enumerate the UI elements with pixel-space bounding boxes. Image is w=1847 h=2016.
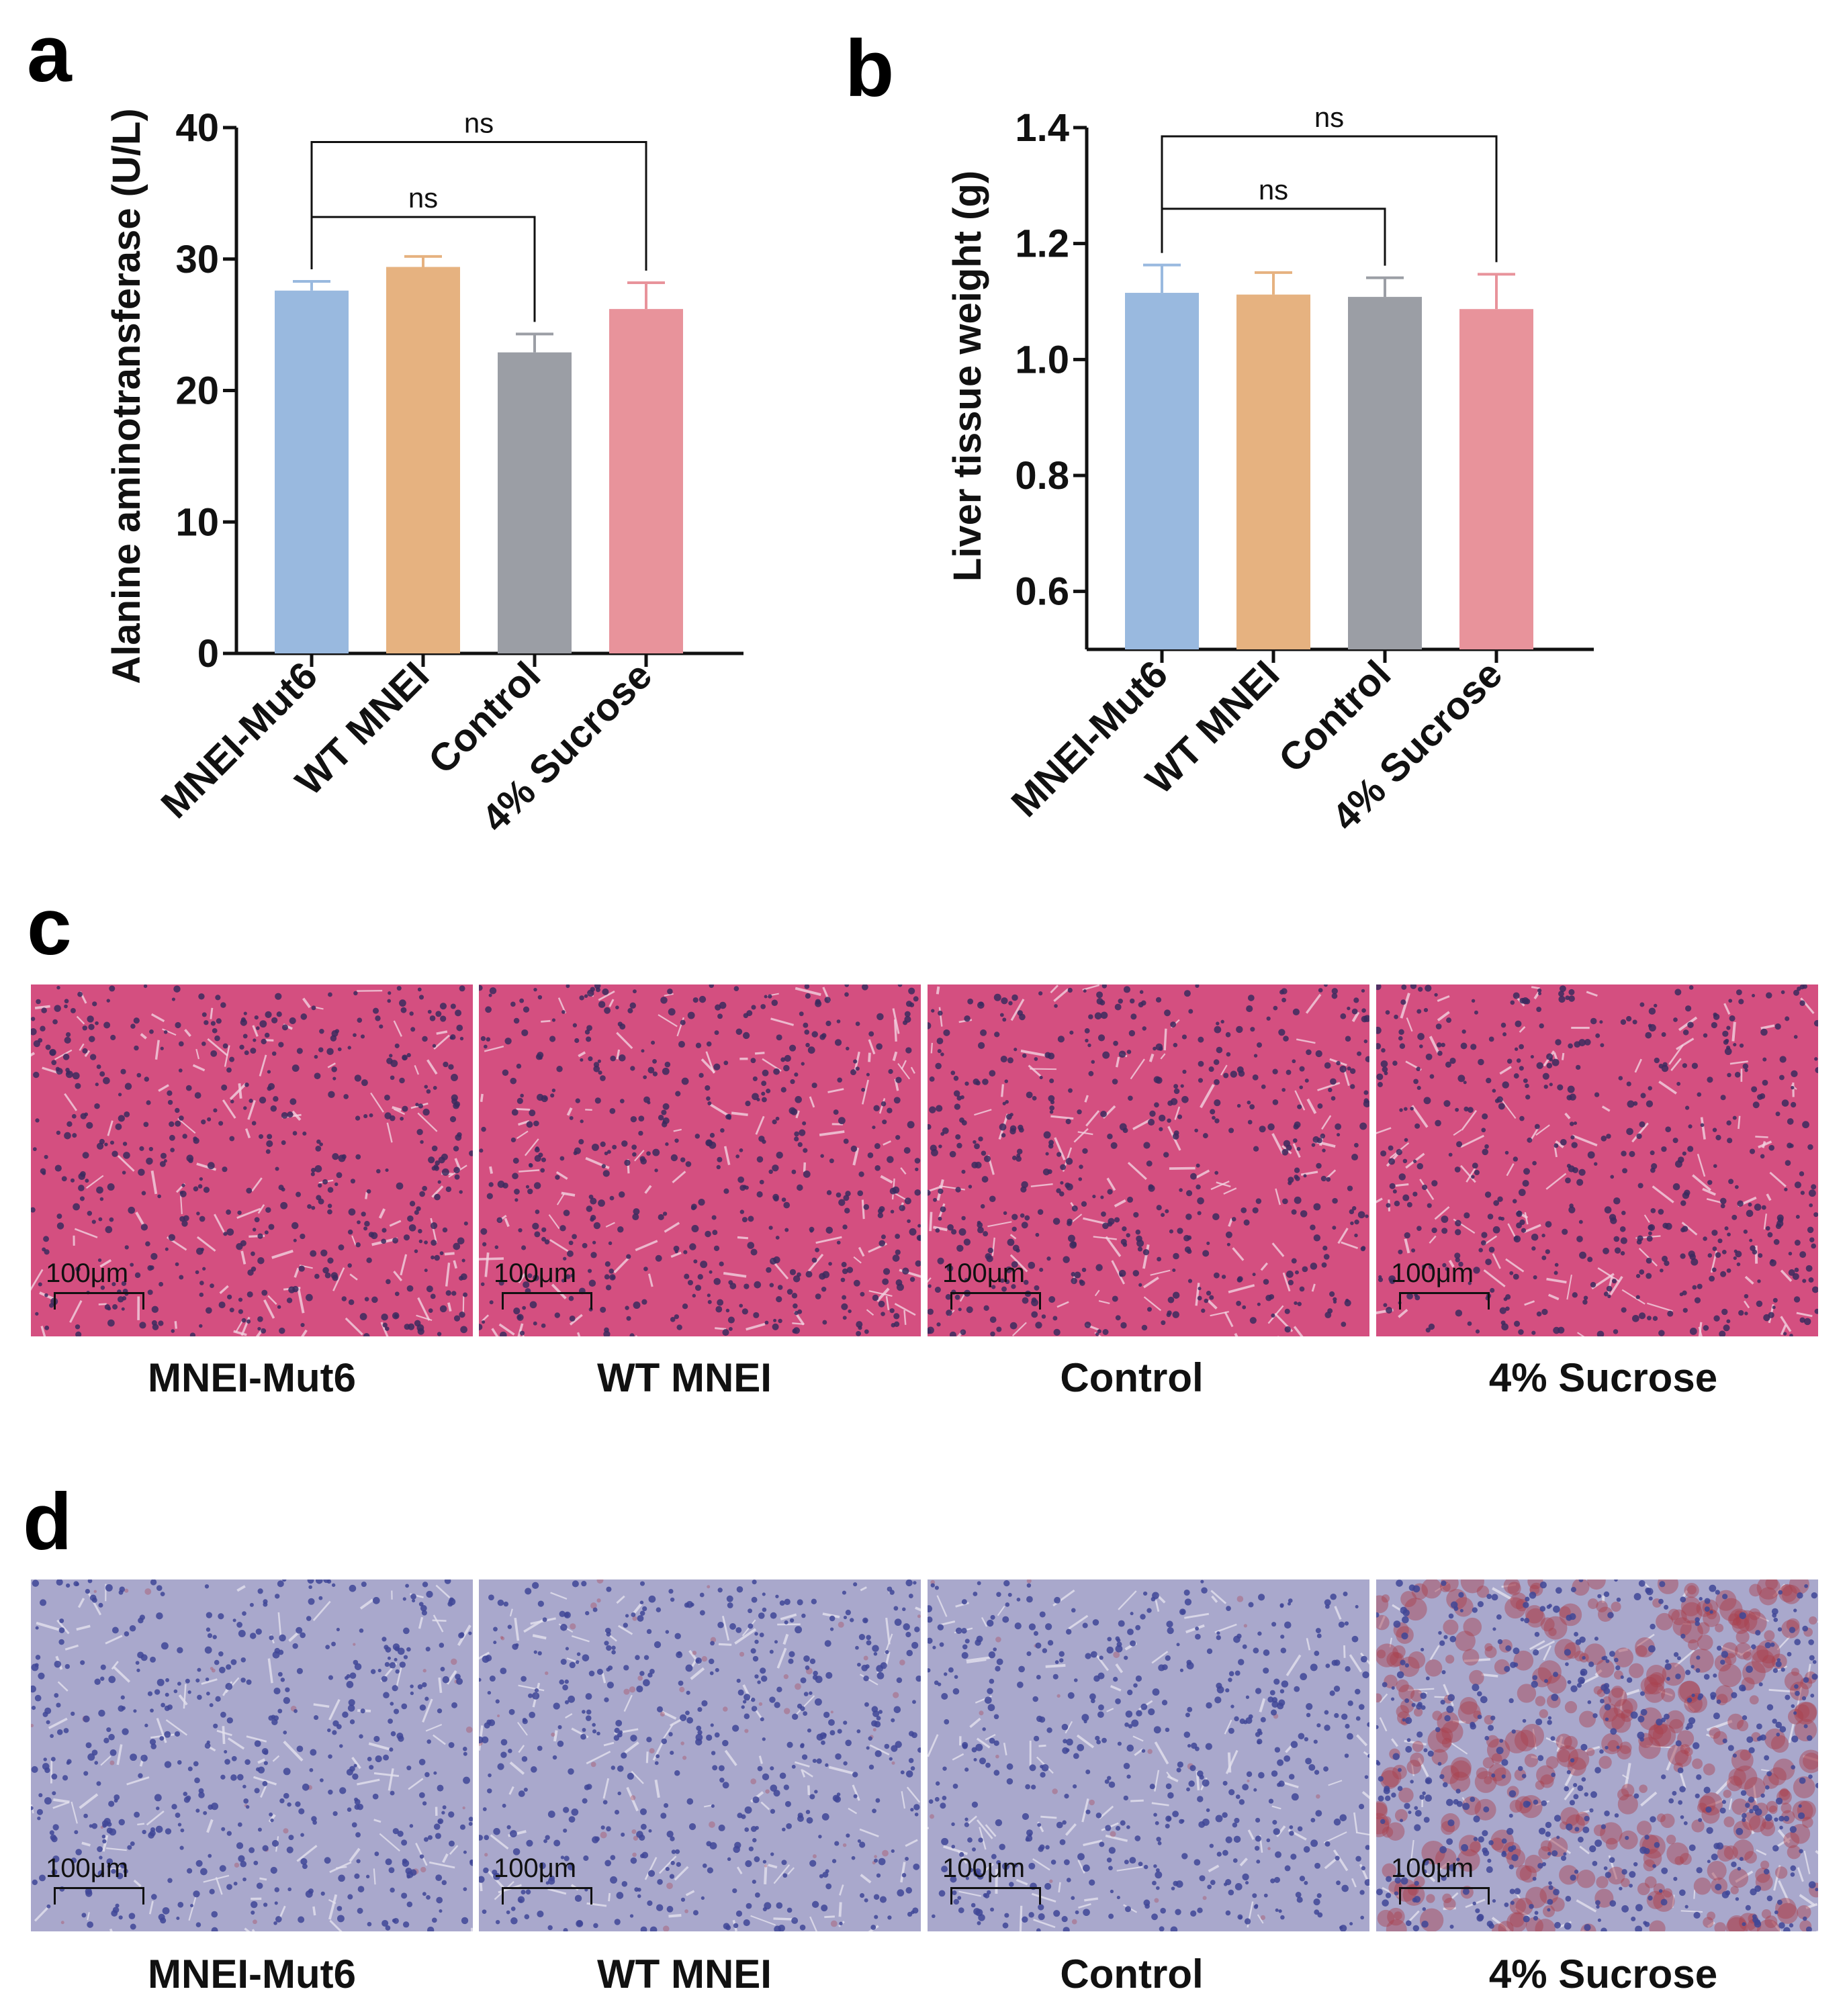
y-tick-label: 0 bbox=[197, 632, 219, 676]
scale-bar bbox=[54, 1887, 144, 1889]
significance-label-1: ns bbox=[1314, 101, 1344, 133]
scale-bar-tick bbox=[1488, 1887, 1490, 1905]
y-tick-label: 10 bbox=[175, 500, 219, 544]
panel-letter-a: a bbox=[27, 9, 72, 99]
scale-bar-tick bbox=[502, 1292, 504, 1310]
scale-bar-label: 100μm bbox=[46, 1258, 129, 1288]
scale-bar-tick bbox=[54, 1292, 56, 1310]
y-tick-label: 0.8 bbox=[1015, 454, 1069, 498]
oro-caption-2: WT MNEI bbox=[597, 1952, 772, 1997]
scale-bar-tick bbox=[1488, 1292, 1490, 1310]
y-tick-label: 40 bbox=[175, 106, 219, 150]
significance-bracket-1 bbox=[1161, 135, 1498, 263]
oro-tissue-image bbox=[31, 1579, 473, 1931]
scale-bar-label: 100μm bbox=[1391, 1258, 1474, 1288]
y-tick-label: 0.6 bbox=[1015, 570, 1069, 614]
bar-4 bbox=[609, 309, 683, 653]
y-tick-label: 20 bbox=[175, 369, 219, 413]
scale-bar-tick bbox=[1399, 1887, 1401, 1905]
oro-caption-1: MNEI-Mut6 bbox=[148, 1952, 356, 1997]
oro-caption-3: Control bbox=[1060, 1952, 1204, 1997]
panel-letter-c: c bbox=[27, 882, 72, 972]
bar-4 bbox=[1459, 309, 1533, 649]
scale-bar-tick bbox=[1399, 1292, 1401, 1310]
scale-bar-tick bbox=[142, 1292, 144, 1310]
chart-a: 0 10 20 30 40 Alanine aminotransferase (U/L)M… bbox=[105, 106, 744, 841]
oro-micrograph-1: 100μm bbox=[31, 1579, 473, 1931]
he-caption-2: WT MNEI bbox=[597, 1355, 772, 1400]
scale-bar-tick bbox=[950, 1292, 952, 1310]
bar-1 bbox=[1125, 293, 1199, 649]
scale-bar-tick bbox=[1039, 1292, 1041, 1310]
significance-label-1: ns bbox=[464, 107, 494, 139]
he-micrograph-2: 100μm bbox=[479, 984, 921, 1336]
he-tissue-image bbox=[479, 984, 921, 1336]
significance-bracket-2 bbox=[310, 216, 536, 322]
scale-bar bbox=[950, 1292, 1040, 1294]
bar-2 bbox=[1236, 294, 1310, 649]
he-tissue-image bbox=[928, 984, 1369, 1336]
scale-bar-label: 100μm bbox=[942, 1853, 1026, 1883]
panel-letter-b: b bbox=[845, 24, 895, 113]
scale-bar bbox=[1399, 1292, 1489, 1294]
significance-label-2: ns bbox=[408, 182, 438, 214]
y-tick-label: 1.4 bbox=[1015, 106, 1069, 150]
category-label-1: MNEI-Mut6 bbox=[152, 653, 326, 827]
scale-bar bbox=[1399, 1887, 1489, 1889]
scale-bar-tick bbox=[54, 1887, 56, 1905]
y-tick-label: 1.0 bbox=[1015, 338, 1069, 381]
y-axis-label: Liver tissue weight (g) bbox=[946, 171, 989, 582]
scale-bar bbox=[950, 1887, 1040, 1889]
he-micrograph-1: 100μm bbox=[31, 984, 473, 1336]
oro-tissue-image bbox=[1376, 1579, 1818, 1931]
scale-bar bbox=[54, 1292, 144, 1294]
scale-bar-label: 100μm bbox=[494, 1853, 577, 1883]
scale-bar-tick bbox=[950, 1887, 952, 1905]
bar-3 bbox=[1348, 297, 1422, 649]
he-micrograph-3: 100μm bbox=[928, 984, 1369, 1336]
he-micrograph-4: 100μm bbox=[1376, 984, 1818, 1336]
scale-bar-tick bbox=[590, 1887, 592, 1905]
scale-bar bbox=[502, 1887, 592, 1889]
scale-bar bbox=[502, 1292, 592, 1294]
oro-tissue-image bbox=[928, 1579, 1369, 1931]
significance-bracket-1 bbox=[310, 141, 647, 271]
scale-bar-tick bbox=[142, 1887, 144, 1905]
oro-micrograph-2: 100μm bbox=[479, 1579, 921, 1931]
significance-bracket-2 bbox=[1161, 208, 1386, 266]
he-caption-3: Control bbox=[1060, 1355, 1204, 1400]
bar-1 bbox=[275, 290, 349, 654]
scale-bar-tick bbox=[502, 1887, 504, 1905]
he-caption-4: 4% Sucrose bbox=[1488, 1355, 1718, 1400]
y-tick-label: 30 bbox=[175, 238, 219, 281]
oro-caption-4: 4% Sucrose bbox=[1488, 1952, 1718, 1997]
he-caption-1: MNEI-Mut6 bbox=[148, 1355, 356, 1400]
y-axis-label: Alanine aminotransferase (U/L) bbox=[105, 108, 148, 684]
scale-bar-label: 100μm bbox=[1391, 1853, 1474, 1883]
significance-label-2: ns bbox=[1259, 174, 1288, 205]
scale-bar-label: 100μm bbox=[942, 1258, 1026, 1288]
he-tissue-image bbox=[1376, 984, 1818, 1336]
chart-b: 0.6 0.8 1.0 1.2 1.4 Liver tissue weight (g) MN… bbox=[946, 101, 1594, 839]
panel-letter-d: d bbox=[23, 1477, 73, 1567]
oro-micrograph-4: 100μm bbox=[1376, 1579, 1818, 1931]
he-tissue-image bbox=[31, 984, 473, 1336]
bar-2 bbox=[386, 267, 460, 653]
bar-3 bbox=[498, 352, 572, 653]
scale-bar-label: 100μm bbox=[46, 1853, 129, 1883]
y-tick-label: 1.2 bbox=[1015, 222, 1069, 266]
category-label-1: MNEI-Mut6 bbox=[1003, 652, 1176, 825]
oro-tissue-image bbox=[479, 1579, 921, 1931]
scale-bar-tick bbox=[1039, 1887, 1041, 1905]
scale-bar-tick bbox=[590, 1292, 592, 1310]
scale-bar-label: 100μm bbox=[494, 1258, 577, 1288]
oro-micrograph-3: 100μm bbox=[928, 1579, 1369, 1931]
